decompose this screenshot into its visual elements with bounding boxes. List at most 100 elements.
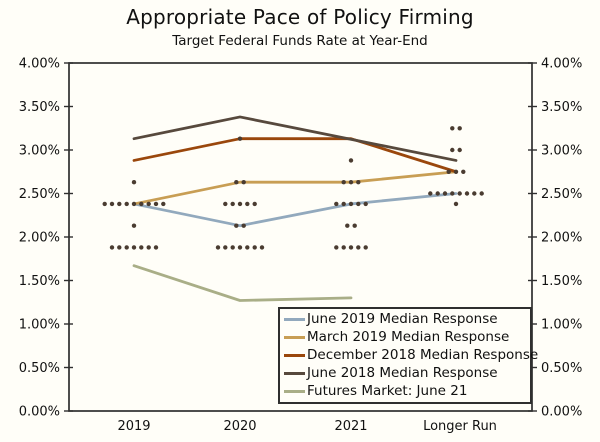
response-dot	[252, 201, 257, 207]
response-dot	[348, 180, 354, 185]
legend-item-december-2018: December 2018 Median Response	[284, 347, 538, 364]
response-dot	[131, 245, 137, 250]
y-axis-label-right: 3.00%	[541, 144, 582, 159]
y-axis-label-left: 2.50%	[19, 187, 60, 202]
response-dot	[435, 191, 440, 196]
legend-swatch-june-2019	[284, 318, 305, 322]
legend-item-march-2019: March 2019 Median Response	[284, 329, 526, 346]
y-axis-label-left: 2.00%	[19, 231, 60, 246]
response-dot	[472, 191, 477, 196]
response-dot	[241, 180, 246, 185]
legend-swatch-december-2018	[284, 353, 305, 357]
response-dot	[442, 191, 448, 196]
response-dot	[352, 223, 357, 228]
y-axis-label-right: 1.00%	[541, 318, 582, 333]
legend-label: March 2019 Median Response	[307, 329, 510, 346]
response-dot	[117, 245, 122, 250]
response-dot	[237, 201, 243, 207]
response-dot	[234, 223, 239, 228]
response-dot	[109, 245, 115, 250]
response-dot	[153, 201, 159, 207]
chart-subtitle: Target Federal Funds Rate at Year-End	[172, 33, 428, 49]
y-axis-label-left: 0.00%	[19, 405, 60, 420]
legend-item-futures: Futures Market: June 21	[284, 383, 526, 400]
response-dot	[334, 245, 339, 250]
series-line-december-2018	[132, 137, 458, 174]
y-axis-label-right: 1.50%	[541, 274, 582, 289]
response-dot	[461, 169, 466, 174]
x-axis-label: 2021	[334, 419, 367, 434]
response-dot	[356, 180, 361, 185]
y-axis-label-right: 0.00%	[541, 405, 582, 420]
legend-label: Futures Market: June 21	[307, 382, 468, 399]
legend-label: June 2019 Median Response	[307, 311, 498, 328]
response-dot	[153, 245, 159, 250]
response-dot	[146, 245, 151, 250]
response-dot	[241, 223, 246, 228]
response-dot	[230, 245, 235, 250]
y-axis-label-left: 4.00%	[19, 57, 60, 72]
x-axis-label: Longer Run	[423, 419, 497, 434]
response-dot	[131, 223, 137, 228]
y-axis-label-left: 1.50%	[19, 274, 60, 289]
response-dot	[453, 169, 459, 174]
y-axis-label-right: 3.50%	[541, 100, 582, 115]
response-dot	[124, 201, 129, 207]
response-dot	[161, 201, 166, 207]
legend-label: June 2018 Median Response	[307, 364, 498, 381]
response-dot	[341, 245, 346, 250]
response-dot	[457, 147, 462, 153]
legend-swatch-june-2018	[284, 371, 305, 375]
legend-item-june-2018: June 2018 Median Response	[284, 365, 526, 382]
legend: June 2019 Median Response March 2019 Medi…	[278, 307, 538, 404]
response-dot	[252, 245, 257, 250]
response-dot	[446, 169, 451, 174]
response-dot	[348, 158, 354, 163]
response-dot	[450, 126, 455, 131]
series-line-futures	[132, 264, 353, 302]
legend-swatch-futures	[284, 389, 305, 393]
series-line-march-2019	[132, 170, 458, 206]
response-dot	[363, 201, 368, 207]
response-dot	[341, 180, 346, 185]
legend-item-june-2019: June 2019 Median Response	[284, 311, 526, 328]
response-dot	[341, 201, 346, 207]
response-dot	[139, 245, 144, 250]
series-line-june-2018	[132, 115, 458, 162]
response-dot	[131, 201, 137, 207]
legend-swatch-march-2019	[284, 336, 305, 340]
response-dot	[450, 191, 455, 196]
response-dot	[356, 201, 361, 207]
series-line-june-2019	[132, 192, 458, 228]
response-dot	[109, 201, 115, 207]
y-axis-label-left: 0.50%	[19, 361, 60, 376]
x-axis-label: 2019	[117, 419, 150, 434]
y-axis-label-left: 3.00%	[19, 144, 60, 159]
response-dot	[450, 147, 455, 153]
y-axis-label-right: 2.50%	[541, 187, 582, 202]
response-dot	[457, 191, 462, 196]
response-dot	[102, 201, 107, 207]
response-dot	[245, 201, 250, 207]
response-dot	[237, 136, 243, 141]
chart-title: Appropriate Pace of Policy Firming	[126, 5, 474, 29]
response-dot	[223, 245, 228, 250]
response-dot	[428, 191, 433, 196]
x-axis-label: 2020	[223, 419, 256, 434]
response-dot	[139, 201, 144, 207]
response-dot	[124, 245, 129, 250]
response-dot	[348, 201, 354, 207]
response-dot	[223, 201, 228, 207]
response-dot	[131, 180, 137, 185]
response-dot	[464, 191, 470, 196]
y-axis-label-left: 3.50%	[19, 100, 60, 115]
y-axis-label-right: 2.00%	[541, 231, 582, 246]
response-dot	[237, 245, 243, 250]
response-dot	[363, 245, 368, 250]
legend-label: December 2018 Median Response	[307, 346, 539, 363]
response-dot	[230, 201, 235, 207]
y-axis-label-right: 4.00%	[541, 57, 582, 72]
response-dot	[479, 191, 484, 196]
response-dot	[348, 245, 354, 250]
